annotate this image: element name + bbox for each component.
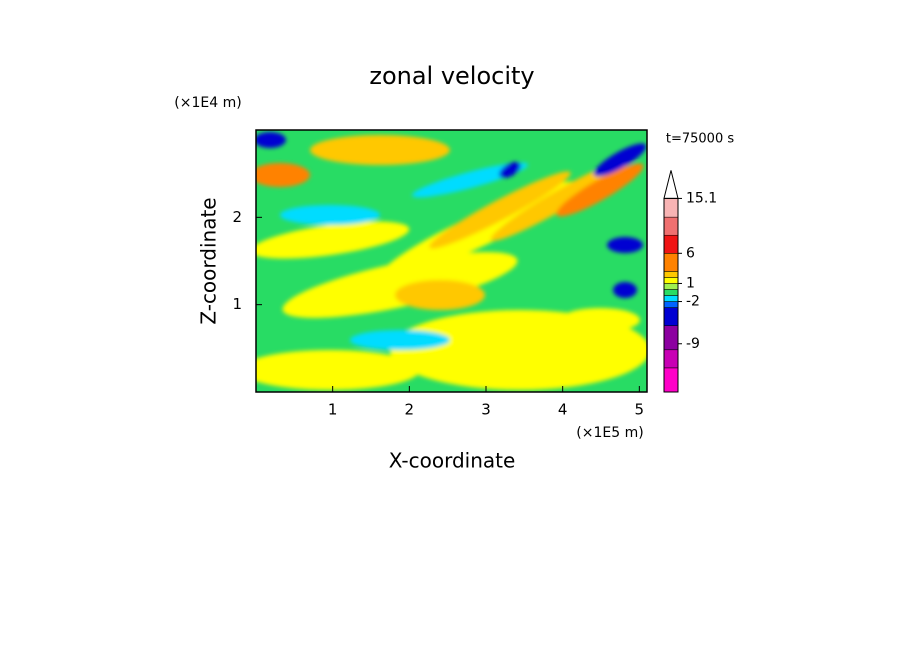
y-tick-label: 1 xyxy=(232,295,242,313)
colorbar-tick-label: 15.1 xyxy=(686,190,717,206)
colorbar-segment xyxy=(663,301,679,308)
colorbar-frame xyxy=(663,197,679,393)
colorbar-segment xyxy=(663,234,679,254)
x-tick-label: 1 xyxy=(328,401,338,419)
y-axis-label: Z-coordinate xyxy=(197,197,221,324)
colorbar-segment xyxy=(663,277,679,284)
colorbar-tick-label: 6 xyxy=(686,245,695,261)
contour-fill xyxy=(256,132,647,390)
colorbar-segment xyxy=(663,349,679,369)
colorbar-segment xyxy=(663,295,679,302)
colorbar-arrow xyxy=(663,170,679,199)
chart-title: zonal velocity xyxy=(369,62,534,90)
y-tick-label: 2 xyxy=(232,208,242,226)
colorbar-segment xyxy=(663,367,679,393)
x-tick-label: 5 xyxy=(635,401,645,419)
colorbar-segment xyxy=(663,253,679,272)
x-unit: (×1E5 m) xyxy=(576,425,643,441)
plot-frame xyxy=(255,129,648,393)
x-tick-label: 3 xyxy=(481,401,491,419)
x-tick-label: 4 xyxy=(558,401,568,419)
colorbar-tick-label: -2 xyxy=(686,294,700,310)
colorbar-segment xyxy=(663,307,679,326)
colorbar-segment xyxy=(663,198,679,218)
colorbar-tick-label: -9 xyxy=(686,336,700,352)
colorbar-tick-label: 1 xyxy=(686,275,695,291)
colorbar-segment xyxy=(663,283,679,290)
x-axis-label: X-coordinate xyxy=(389,449,516,473)
colorbar-segment xyxy=(663,271,679,278)
annotation: t=75000 s xyxy=(666,132,734,147)
y-unit: (×1E4 m) xyxy=(174,95,241,111)
contour-field xyxy=(256,130,647,392)
colorbar-segment xyxy=(663,325,679,351)
x-tick-label: 2 xyxy=(405,401,415,419)
colorbar-segment xyxy=(663,289,679,296)
colorbar-segment xyxy=(663,216,679,236)
